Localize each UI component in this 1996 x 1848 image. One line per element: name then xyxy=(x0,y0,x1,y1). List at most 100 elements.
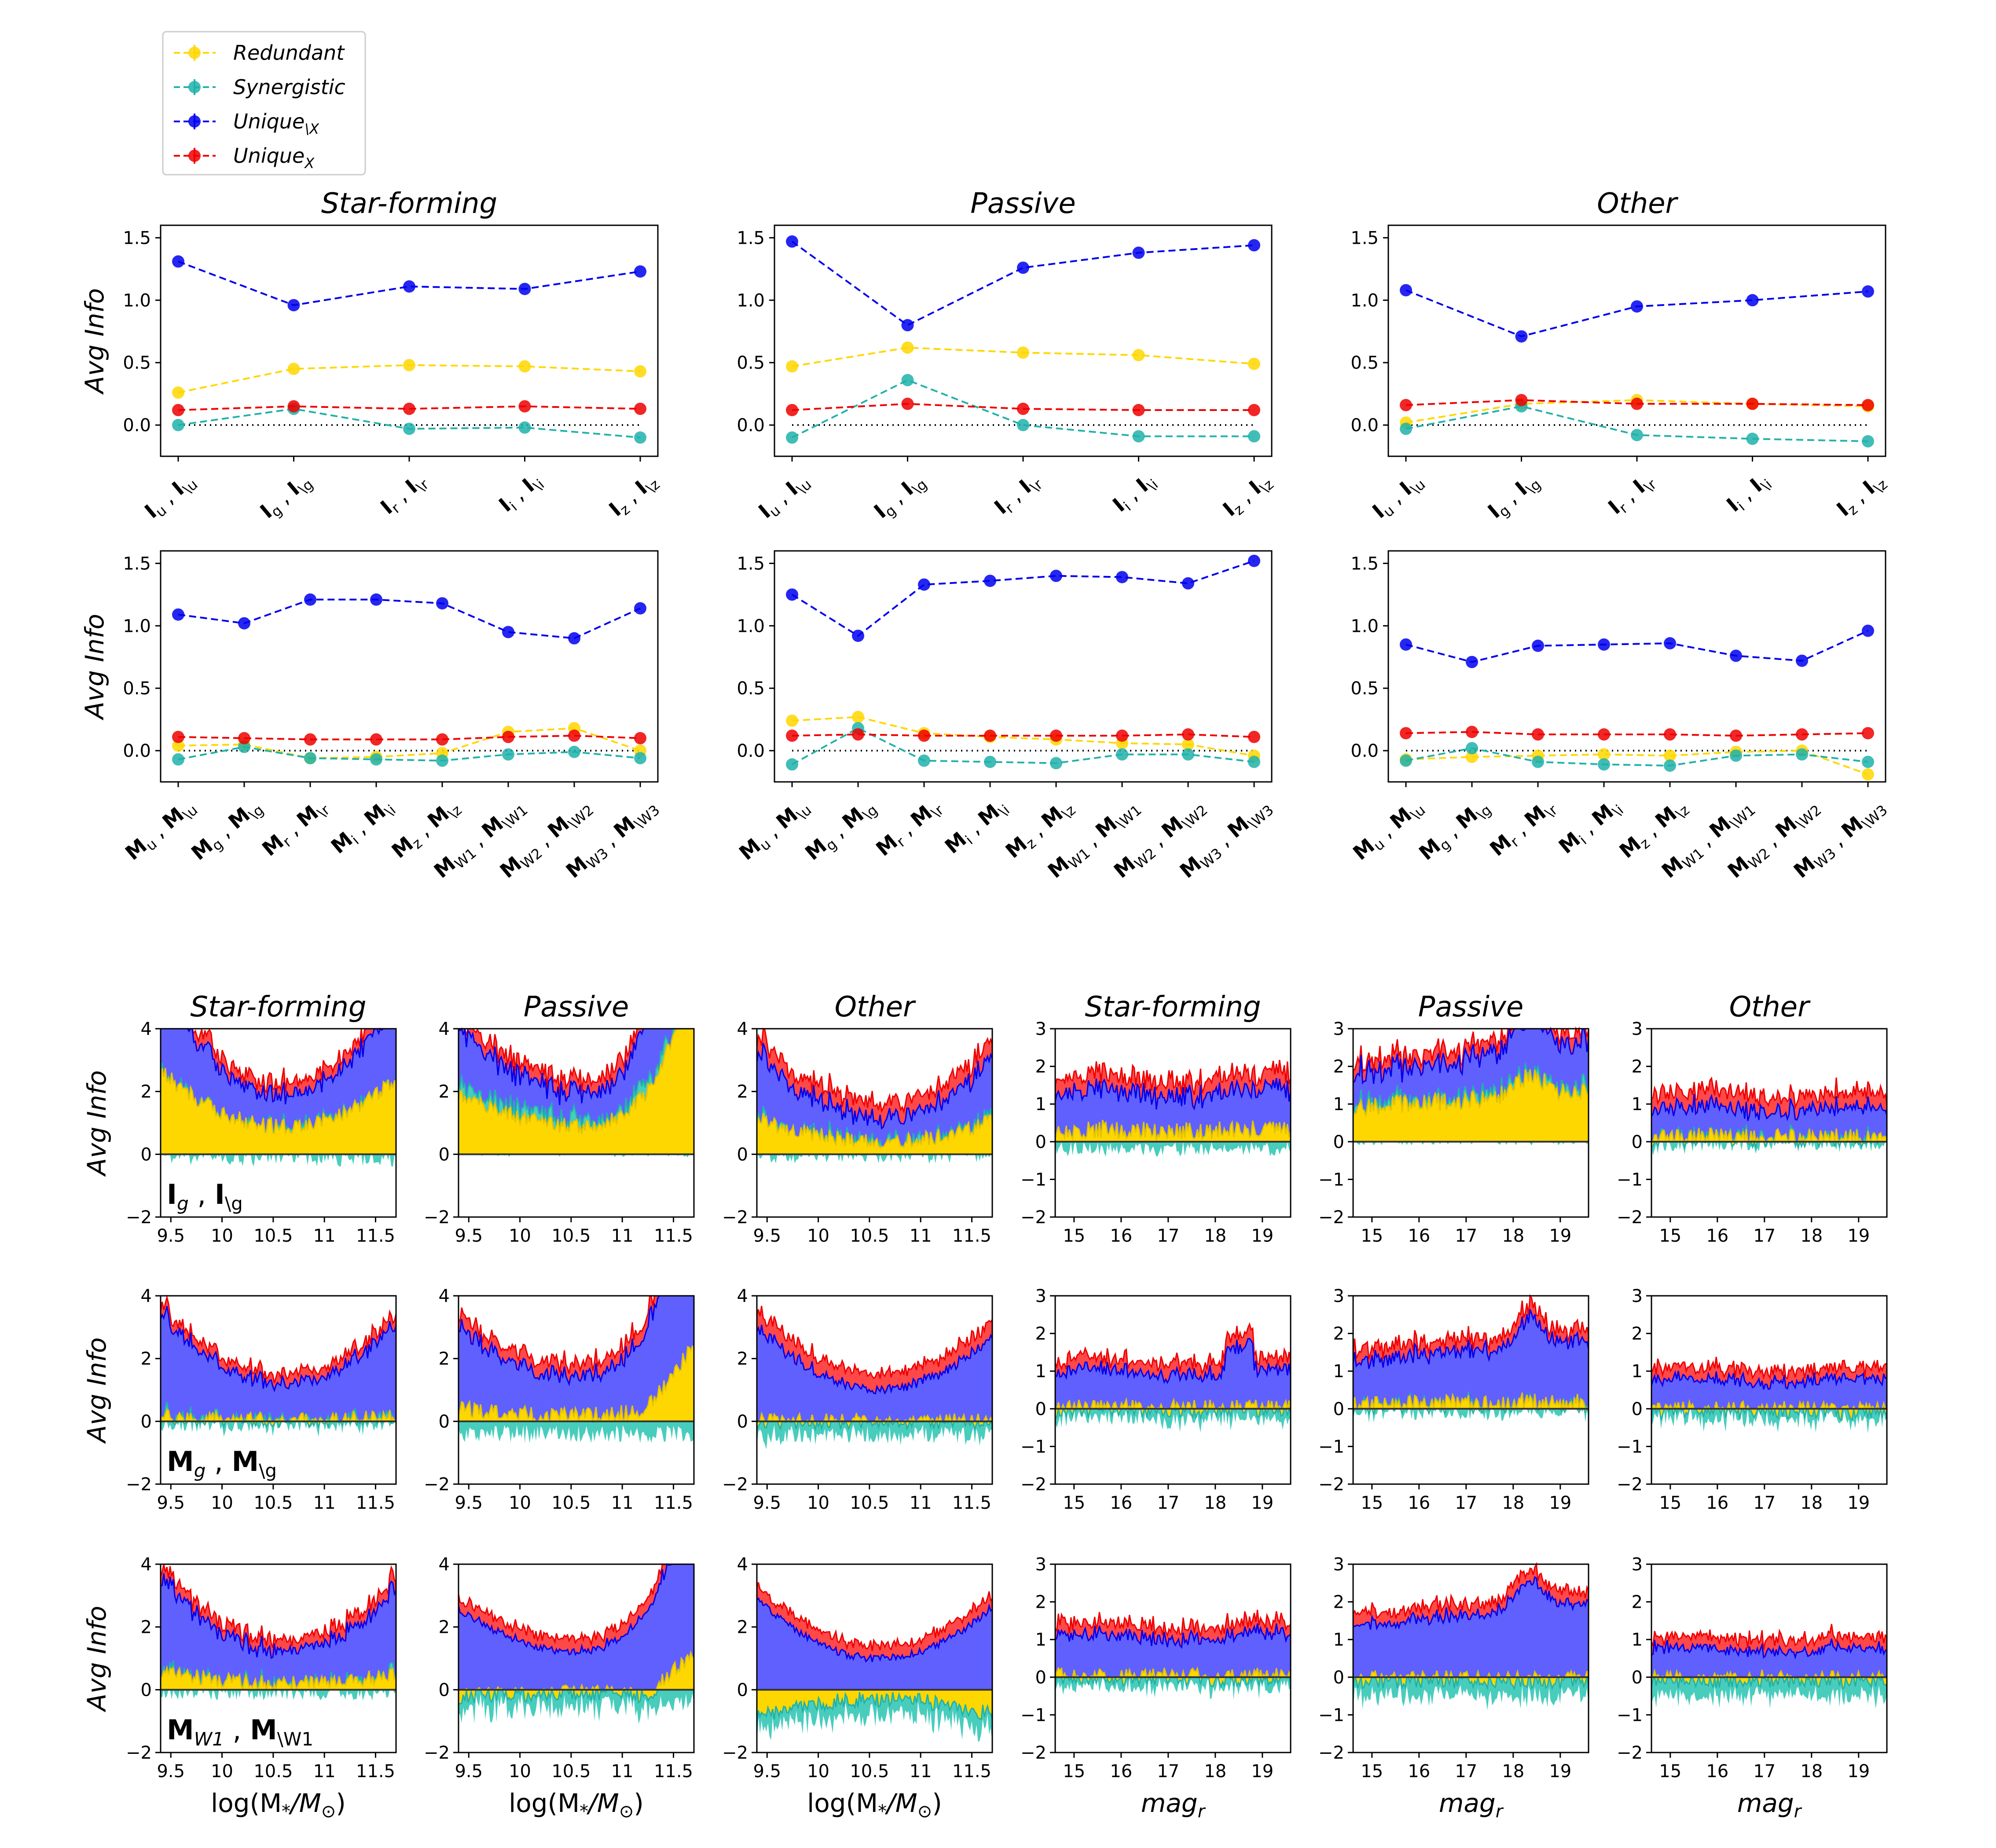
panel-title: Passive xyxy=(524,991,629,1023)
axes-frame xyxy=(1352,1563,1589,1753)
data-point-unique_x xyxy=(1664,728,1676,741)
x-tick-label: 15 xyxy=(1361,1226,1383,1246)
axes-frame xyxy=(756,1028,993,1218)
x-tick-label: 15 xyxy=(1361,1493,1383,1513)
data-point-redundant xyxy=(901,341,914,354)
y-tick-label: 0 xyxy=(141,1144,152,1165)
data-point-unique_x xyxy=(918,730,930,742)
y-tick-label: −2 xyxy=(126,1207,152,1228)
series-line-synergistic xyxy=(178,746,641,762)
series-line-synergistic xyxy=(792,379,1254,439)
y-tick-label: 2 xyxy=(1035,1057,1046,1077)
x-tick-label: Mu , M\u xyxy=(1348,794,1428,867)
x-tick-label: 17 xyxy=(1455,1493,1477,1513)
area-band-unx xyxy=(1055,1338,1291,1409)
y-tick-label: −2 xyxy=(1020,1207,1046,1228)
y-tick-label: 0 xyxy=(1632,1668,1643,1688)
line-panel-sf-morph: 1.5 1.0 0.5 0.0 Mu , M\uMg , M\gMr , M\rMi ,… xyxy=(80,550,663,885)
data-point-synergistic xyxy=(1182,748,1194,761)
x-tick-label: MW3 , M\W3 xyxy=(561,794,663,885)
x-tick-label: Mr , M\r xyxy=(257,794,333,863)
x-tick-label: 18 xyxy=(1800,1493,1823,1513)
x-tick-label: 10.5 xyxy=(253,1226,293,1246)
y-tick-label: −2 xyxy=(424,1207,450,1228)
y-tick-label: −2 xyxy=(1318,1743,1344,1763)
data-point-unique_x xyxy=(436,733,448,746)
data-point-unique_x xyxy=(1400,727,1412,740)
x-tick-label: 18 xyxy=(1502,1226,1524,1246)
y-tick-label: −2 xyxy=(722,1743,748,1763)
area-edge-unx xyxy=(1352,1309,1589,1369)
y-tick-label: 1 xyxy=(1035,1094,1046,1115)
data-point-synergistic xyxy=(918,754,930,767)
area-panel-r2-c2: 4 2 0 −29.5 10 10.5 11 11.5 log(M*/M⊙) xyxy=(722,1555,993,1822)
data-point-redundant xyxy=(852,711,864,723)
data-point-unique_x xyxy=(1050,730,1062,742)
x-tick-label: 9.5 xyxy=(753,1761,781,1782)
x-tick-label: 19 xyxy=(1251,1761,1273,1782)
data-point-unique_notx xyxy=(1017,261,1029,274)
area-band-ux xyxy=(1651,1077,1887,1121)
area-band-red xyxy=(459,1653,694,1690)
y-tick-label: 1.0 xyxy=(1350,616,1379,636)
area-band-syn xyxy=(1651,1141,1887,1155)
x-tick-label: 10.5 xyxy=(253,1761,293,1782)
data-point-redundant xyxy=(1182,738,1194,751)
y-tick-label: −2 xyxy=(1020,1743,1046,1763)
data-point-unique_notx xyxy=(304,593,316,606)
data-point-redundant xyxy=(1664,749,1676,762)
y-tick-label: −2 xyxy=(1617,1743,1643,1763)
data-point-unique_x xyxy=(1532,728,1544,741)
x-tick-label: 9.5 xyxy=(157,1493,185,1513)
row-label: MW1 , M\W1 xyxy=(167,1714,313,1750)
data-point-redundant xyxy=(403,359,415,371)
data-point-unique_notx xyxy=(1730,649,1742,662)
area-edge-unx xyxy=(1353,1576,1589,1631)
x-tick-label: 10 xyxy=(509,1493,531,1513)
y-tick-label: 2 xyxy=(141,1349,152,1369)
x-tick-label: 9.5 xyxy=(455,1226,483,1246)
y-tick-label: 0 xyxy=(1035,1668,1046,1688)
axes-frame xyxy=(756,1295,993,1485)
y-tick-label: 3 xyxy=(1035,1019,1046,1039)
data-point-unique_x xyxy=(1796,728,1808,741)
data-point-unique_notx xyxy=(634,265,646,278)
x-axis-label: log(M*/M⊙) xyxy=(509,1788,644,1822)
y-tick-label: 3 xyxy=(1035,1555,1046,1575)
x-tick-label: Ir , I\r xyxy=(376,468,432,521)
area-band-red xyxy=(1055,1677,1291,1687)
data-point-synergistic xyxy=(984,755,996,768)
area-band-syn xyxy=(1055,1141,1291,1157)
data-point-synergistic xyxy=(901,374,914,386)
panel-title: Passive xyxy=(1418,991,1524,1023)
area-edge-unx xyxy=(756,1324,993,1395)
area-panel-r1-c3: 3 2 1 0 −1 −2 15 16 17 18 19 xyxy=(1020,1286,1292,1513)
area-panel-r0-c5: 3 2 1 0 −1 −2 15 16 17 18 19 Other xyxy=(1617,991,1888,1246)
area-edge-ux xyxy=(756,1305,993,1379)
data-point-unique_x xyxy=(634,403,646,415)
area-band-syn xyxy=(1055,1408,1291,1433)
x-tick-label: 15 xyxy=(1659,1761,1681,1782)
series-line-unique_x xyxy=(178,734,641,741)
data-point-unique_notx xyxy=(852,629,864,642)
area-band-red xyxy=(459,1690,694,1705)
area-band-unx xyxy=(1651,1639,1887,1677)
x-tick-label: 10 xyxy=(807,1493,829,1513)
x-axis-label: log(M*/M⊙) xyxy=(807,1788,942,1822)
x-tick-label: 19 xyxy=(1847,1226,1870,1246)
x-tick-label: 17 xyxy=(1455,1226,1477,1246)
area-band-unx xyxy=(1651,1094,1887,1142)
data-point-synergistic xyxy=(370,753,382,766)
y-tick-label: −1 xyxy=(1020,1170,1046,1190)
legend-marker-unique_x xyxy=(188,150,201,162)
data-point-redundant xyxy=(786,360,798,373)
y-tick-label: −1 xyxy=(1020,1437,1046,1457)
data-point-synergistic xyxy=(786,431,798,444)
data-point-unique_notx xyxy=(287,299,300,312)
y-axis-label: Avg Info xyxy=(80,614,110,721)
y-tick-label: 3 xyxy=(1632,1286,1643,1306)
data-point-redundant xyxy=(172,739,184,752)
data-point-unique_notx xyxy=(436,597,448,610)
x-tick-label: 17 xyxy=(1157,1493,1179,1513)
y-tick-label: −2 xyxy=(1020,1474,1046,1495)
